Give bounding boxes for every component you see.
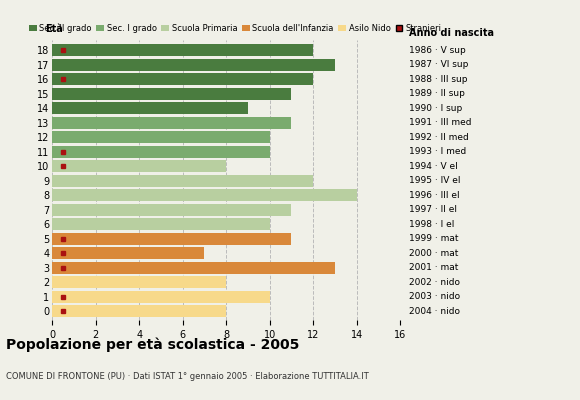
Bar	[52, 131, 270, 143]
Text: 1986 · V sup: 1986 · V sup	[409, 46, 466, 55]
Text: Popolazione per età scolastica - 2005: Popolazione per età scolastica - 2005	[6, 338, 299, 352]
Text: 1995 · IV el: 1995 · IV el	[409, 176, 461, 185]
Bar	[52, 276, 226, 288]
Text: Anno di nascita: Anno di nascita	[409, 28, 494, 38]
Bar	[52, 88, 291, 100]
Text: 2000 · mat: 2000 · mat	[409, 249, 458, 258]
Bar	[52, 160, 226, 172]
Bar	[52, 146, 270, 158]
Bar	[52, 305, 226, 317]
Bar	[52, 175, 313, 187]
Text: 1997 · II el: 1997 · II el	[409, 205, 457, 214]
Legend: Sec. II grado, Sec. I grado, Scuola Primaria, Scuola dell'Infanzia, Asilo Nido, : Sec. II grado, Sec. I grado, Scuola Prim…	[28, 24, 442, 33]
Text: 2003 · nido: 2003 · nido	[409, 292, 460, 301]
Text: 1988 · III sup: 1988 · III sup	[409, 75, 467, 84]
Text: 2002 · nido: 2002 · nido	[409, 278, 460, 287]
Text: 2001 · mat: 2001 · mat	[409, 263, 458, 272]
Bar	[52, 189, 357, 201]
Bar	[52, 102, 248, 114]
Bar	[52, 218, 270, 230]
Text: 1993 · I med: 1993 · I med	[409, 147, 466, 156]
Text: 1996 · III el: 1996 · III el	[409, 191, 459, 200]
Bar	[52, 44, 313, 56]
Bar	[52, 59, 335, 71]
Text: Età: Età	[45, 24, 63, 34]
Text: 1998 · I el: 1998 · I el	[409, 220, 454, 229]
Bar	[52, 73, 313, 85]
Text: COMUNE DI FRONTONE (PU) · Dati ISTAT 1° gennaio 2005 · Elaborazione TUTTITALIA.I: COMUNE DI FRONTONE (PU) · Dati ISTAT 1° …	[6, 372, 368, 381]
Text: 1989 · II sup: 1989 · II sup	[409, 89, 465, 98]
Text: 1999 · mat: 1999 · mat	[409, 234, 458, 243]
Text: 1990 · I sup: 1990 · I sup	[409, 104, 462, 113]
Text: 1994 · V el: 1994 · V el	[409, 162, 458, 171]
Text: 1992 · II med: 1992 · II med	[409, 133, 469, 142]
Text: 2004 · nido: 2004 · nido	[409, 307, 460, 316]
Bar	[52, 117, 291, 129]
Bar	[52, 262, 335, 274]
Text: 1987 · VI sup: 1987 · VI sup	[409, 60, 468, 69]
Text: 1991 · III med: 1991 · III med	[409, 118, 472, 127]
Bar	[52, 247, 204, 259]
Bar	[52, 233, 291, 245]
Bar	[52, 291, 270, 303]
Bar	[52, 204, 291, 216]
